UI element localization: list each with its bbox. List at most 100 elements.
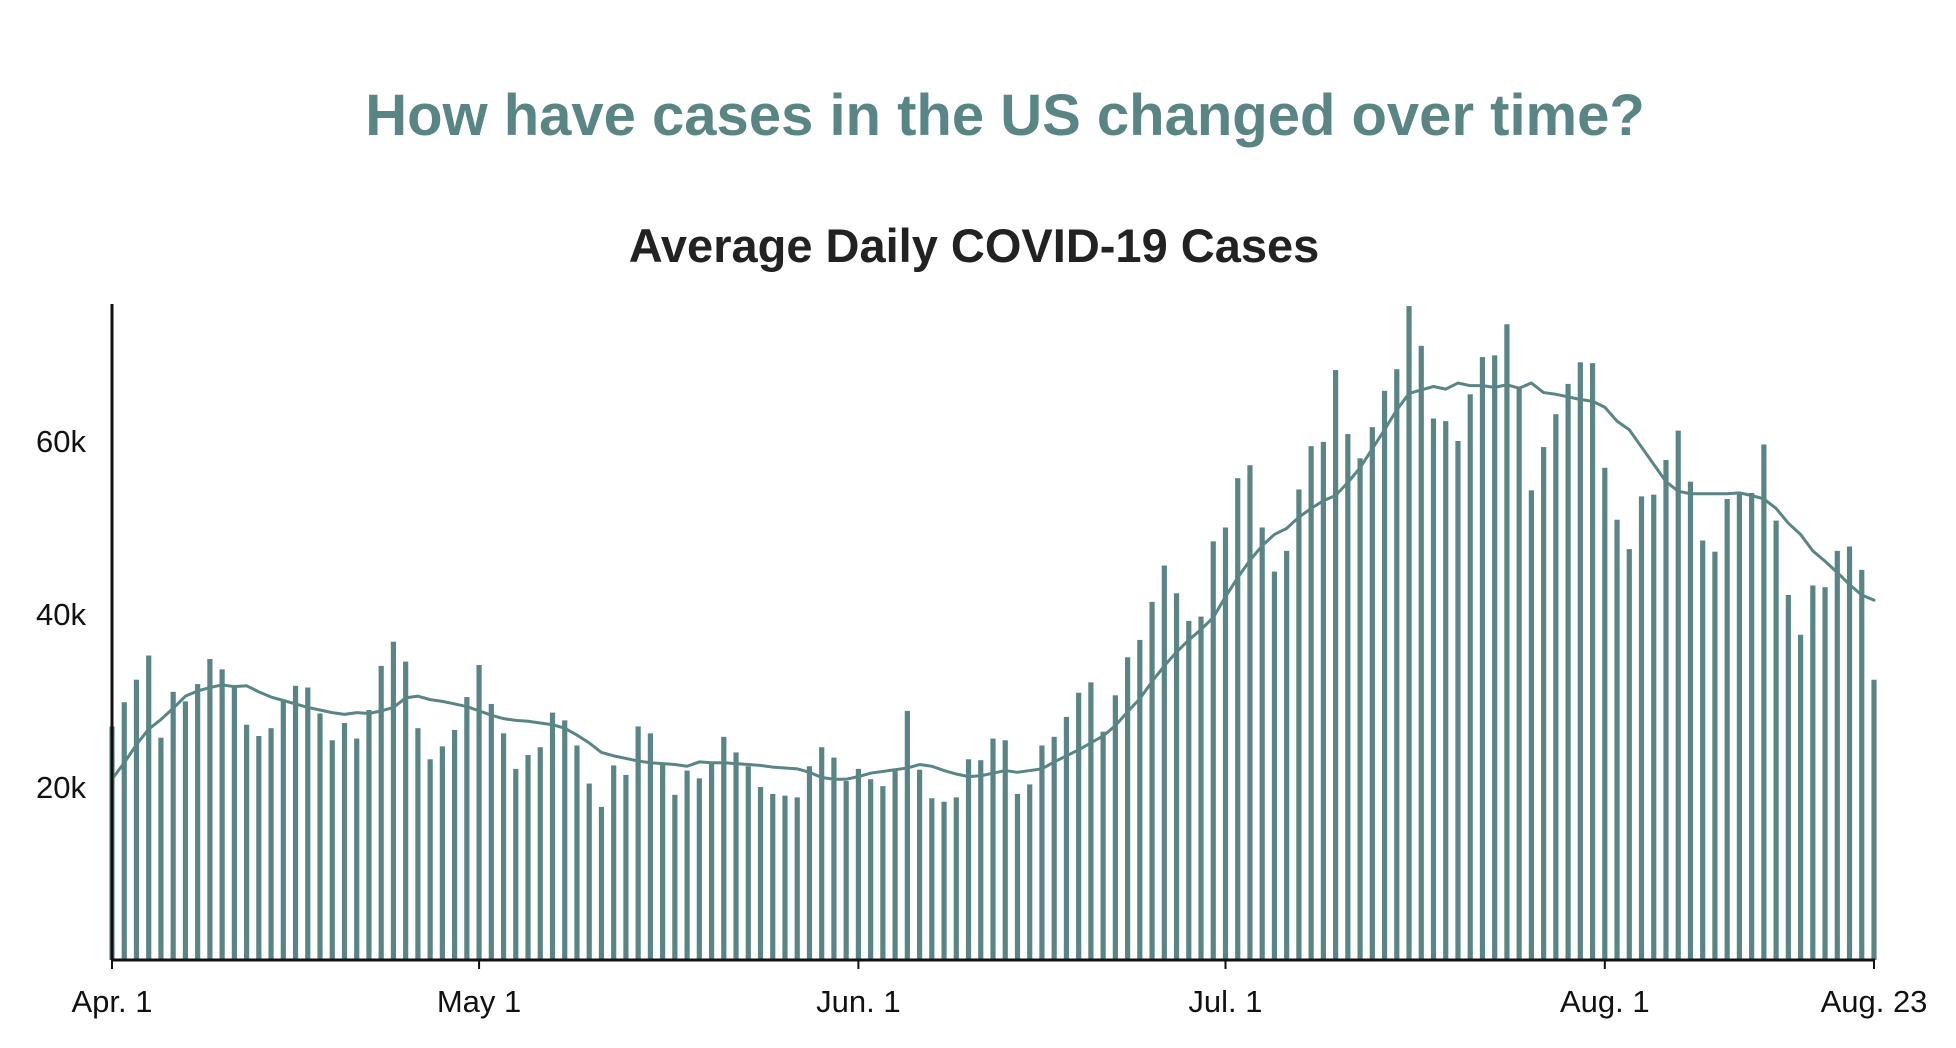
daily-cases-bar [305, 687, 311, 960]
daily-cases-bar [1638, 496, 1645, 960]
daily-cases-bar [1700, 540, 1706, 960]
daily-cases-bar [231, 684, 237, 960]
daily-cases-bar [1198, 616, 1204, 960]
daily-cases-bar [868, 779, 874, 960]
daily-cases-bar [1039, 745, 1045, 960]
daily-cases-bar [1125, 657, 1131, 960]
daily-cases-bar [708, 761, 715, 960]
x-tick-label: Aug. 23 [1821, 984, 1928, 1019]
daily-cases-bar [1345, 434, 1351, 961]
daily-cases-bar [562, 720, 568, 960]
daily-cases-bar [1528, 490, 1534, 960]
daily-cases-bar [1406, 306, 1412, 960]
daily-cases-bar [513, 768, 519, 960]
average-cases-line [110, 381, 1876, 781]
daily-cases-bar [843, 780, 849, 960]
daily-cases-bar [390, 641, 397, 960]
daily-cases-bar [733, 752, 739, 960]
daily-cases-bar [537, 747, 543, 960]
daily-cases-bar [598, 806, 605, 960]
daily-cases-bar [1381, 390, 1388, 961]
daily-cases-bar [880, 786, 886, 960]
daily-cases-bar [1430, 418, 1437, 960]
daily-cases-bar [1112, 695, 1118, 960]
daily-cases-bar [1651, 494, 1657, 960]
daily-cases-bar [1675, 430, 1681, 960]
daily-cases-bar [660, 763, 666, 960]
daily-cases-bar [1834, 550, 1840, 960]
daily-cases-bar [1271, 571, 1278, 960]
daily-cases-bar [1027, 784, 1033, 960]
daily-cases-bar [770, 793, 776, 960]
daily-cases-bar [403, 661, 409, 960]
daily-cases-bar [1137, 639, 1143, 960]
daily-cases-bar [1235, 478, 1241, 960]
daily-cases-bar [1479, 357, 1486, 961]
daily-cases-bar [549, 712, 556, 960]
daily-cases-bar [1859, 569, 1865, 960]
daily-cases-bar [1149, 601, 1155, 960]
x-tick-label: Jul. 1 [1188, 984, 1262, 1019]
daily-cases-bar [1467, 394, 1473, 960]
daily-cases-bar [378, 665, 384, 960]
daily-cases-bar [256, 735, 262, 960]
daily-cases-bar [794, 797, 800, 960]
daily-cases-bar [1173, 593, 1180, 960]
x-tick-label: Aug. 1 [1560, 984, 1650, 1019]
daily-cases-bar [1785, 594, 1791, 960]
daily-cases-bar [1333, 370, 1339, 960]
daily-cases-bar [146, 655, 152, 960]
daily-cases-bar [1724, 498, 1730, 960]
daily-cases-bar [745, 766, 751, 960]
page-title: How have cases in the US changed over ti… [365, 83, 1645, 148]
daily-cases-bar [415, 728, 421, 960]
daily-cases-bar [965, 759, 972, 960]
daily-cases-bar [182, 701, 189, 960]
daily-cases-bar [990, 738, 996, 960]
daily-cases-bar [1161, 565, 1167, 960]
daily-cases-bar [317, 713, 323, 960]
daily-cases-bar [623, 774, 629, 960]
daily-cases-bar [1614, 519, 1620, 960]
daily-cases-bar [1222, 527, 1229, 960]
daily-cases-bar [1296, 489, 1302, 960]
daily-cases-bar [1247, 465, 1253, 960]
daily-cases-bar [1565, 383, 1571, 960]
daily-cases-bar [721, 736, 727, 960]
daily-cases-bar [1088, 682, 1094, 960]
daily-cases-bar [170, 691, 176, 960]
daily-cases-bar [1259, 527, 1265, 960]
daily-cases-bar [207, 658, 213, 960]
y-tick-label: 40k [36, 597, 86, 632]
daily-cases-bar [1663, 460, 1669, 960]
daily-cases-bar [904, 710, 910, 960]
daily-cases-bar [574, 745, 580, 960]
daily-cases-bar [1284, 550, 1290, 960]
x-tick-label: Jun. 1 [816, 984, 900, 1019]
daily-cases-bar [1589, 363, 1596, 960]
daily-cases-bar [892, 770, 898, 960]
daily-cases-bar [1369, 427, 1375, 960]
daily-cases-bar [757, 787, 764, 960]
daily-cases-bar [1541, 447, 1547, 960]
daily-cases-bar [1810, 585, 1816, 960]
daily-cases-bar [500, 733, 507, 960]
daily-cases-bar [1553, 414, 1559, 960]
daily-cases-bar [782, 795, 788, 960]
daily-cases-bar [1846, 546, 1853, 960]
daily-cases-bar [219, 669, 225, 960]
daily-cases-bar [806, 766, 813, 960]
daily-cases-bar [1761, 444, 1767, 961]
daily-cases-bar [488, 703, 494, 960]
daily-cases-bar [452, 729, 458, 960]
y-tick-label: 20k [36, 770, 86, 805]
daily-cases-bar [855, 768, 861, 960]
daily-cases-bar [121, 702, 127, 960]
daily-cases-bar [684, 770, 690, 960]
y-tick-label: 60k [36, 424, 86, 459]
daily-cases-bar [464, 697, 470, 960]
daily-cases-bar [1749, 492, 1755, 960]
daily-cases-bar [1687, 481, 1694, 960]
